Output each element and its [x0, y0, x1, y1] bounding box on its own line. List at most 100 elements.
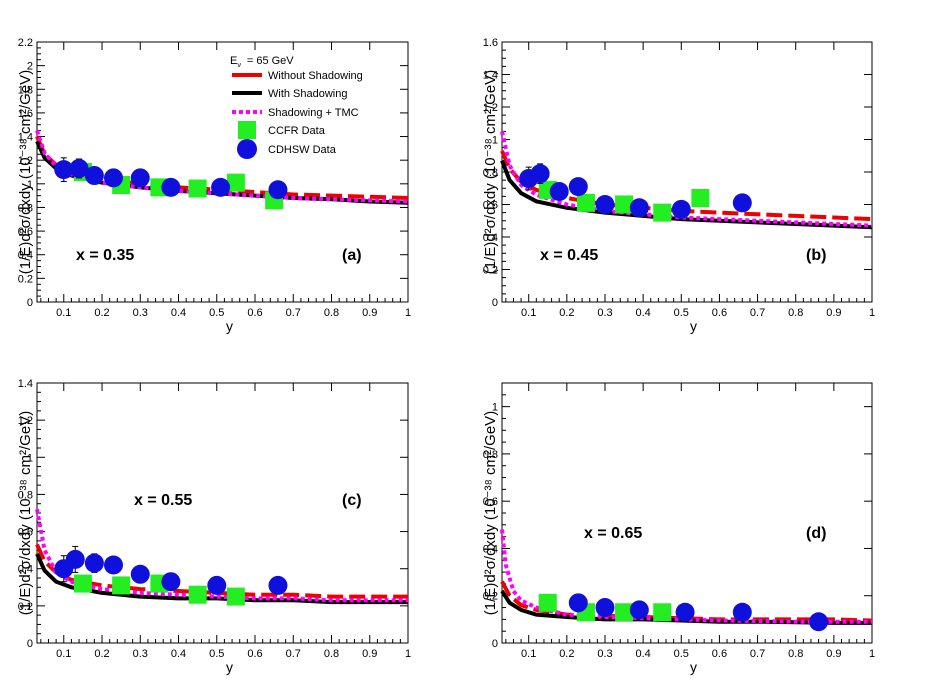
- x-tick-label: 0.9: [362, 648, 377, 660]
- x-tick-label: 1: [405, 307, 411, 319]
- legend-entry-ccfr: CCFR Data: [268, 125, 326, 137]
- panel-label: (b): [806, 247, 826, 264]
- x-tick-label: 0.2: [559, 648, 574, 660]
- x-tick-label: 0.3: [133, 307, 148, 319]
- cdhsw-point: [103, 168, 123, 188]
- cdhsw-point: [568, 593, 588, 613]
- x-tick-label: 0.7: [286, 648, 301, 660]
- cdhsw-point: [161, 177, 181, 197]
- x-tick-label: 0.5: [209, 648, 224, 660]
- cdhsw-point: [568, 177, 588, 197]
- cdhsw-point: [207, 575, 227, 595]
- legend-entry-without-shadowing: Without Shadowing: [268, 70, 363, 82]
- y-tick-label: 0: [492, 638, 498, 650]
- ccfr-point: [615, 195, 634, 214]
- y-tick-label: 1.6: [18, 108, 33, 120]
- panel-c: 0.1 0.2 0.3 0.4 0.5 0.6 0.7 0.8 0.9 1 0 0.2 0.4 0.6 0.…: [17, 378, 411, 675]
- x-tick-label: 0.5: [209, 307, 224, 319]
- x-tick-label: 0.7: [286, 307, 301, 319]
- x-axis-title: y: [226, 659, 233, 675]
- ccfr-point: [226, 587, 245, 606]
- y-tick-label: 0.8: [18, 489, 33, 501]
- cdhsw-point: [629, 600, 649, 620]
- y-axis-title: (1/E)d²σ/dxdy (10⁻³⁸ cm²/GeV): [482, 70, 499, 274]
- cdhsw-point: [549, 182, 569, 201]
- cdhsw-point: [84, 166, 104, 186]
- cdhsw-point: [530, 164, 550, 184]
- y-tick-label: 0.4: [483, 232, 498, 244]
- y-axis-title: (1/E)d²σ/dxdy (10⁻³⁸ cm²/GeV): [17, 70, 34, 274]
- cdhsw-point: [732, 193, 752, 213]
- x-tick-label: 0.1: [56, 648, 71, 660]
- x-tick-label: 1: [405, 648, 411, 660]
- x-tick-label: 0.7: [750, 307, 765, 319]
- panel-label: (d): [806, 525, 826, 542]
- y-tick-label: 2: [27, 61, 33, 73]
- legend-entry-with-shadowing: With Shadowing: [268, 88, 348, 100]
- x-value-label: x = 0.55: [134, 492, 192, 509]
- x-tick-label: 0.8: [788, 648, 803, 660]
- x-tick-label: 0.5: [674, 307, 689, 319]
- x-tick-label: 0.9: [826, 307, 841, 319]
- cdhsw-point: [671, 199, 691, 219]
- panel-b: 0.1 0.2 0.3 0.4 0.5 0.6 0.7 0.8 0.9 1 0 0.2 0.4 0.6 0.…: [482, 37, 875, 334]
- x-tick-label: 0.1: [521, 307, 536, 319]
- y-tick-label: 0.4: [18, 564, 33, 576]
- panel-label: (c): [342, 492, 362, 509]
- cdhsw-point: [595, 195, 615, 214]
- y-tick-label: 0: [492, 297, 498, 309]
- x-tick-label: 0.6: [712, 307, 727, 319]
- x-tick-label: 0.1: [56, 307, 71, 319]
- y-tick-label: 0.8: [483, 449, 498, 461]
- cdhsw-point: [84, 553, 104, 573]
- x-tick-label: 0.4: [171, 648, 186, 660]
- legend-swatch-ccfr: [238, 121, 256, 139]
- panel-a: 0.1 0.2 0.3 0.4 0.5 0.6 0.7 0.8 0.9 1 0 0.2 0.4 0.6 0.…: [17, 37, 411, 334]
- x-tick-label: 0.2: [94, 648, 109, 660]
- y-tick-label: 1: [27, 452, 33, 464]
- legend-energy-label: Eν = 65 GeV: [230, 55, 294, 69]
- y-axis-title: (1/E)d²σ/dxdy (10⁻³⁸ cm²/GeV): [482, 411, 499, 615]
- y-axis-title: (1/E)d²σ/dxdy (10⁻³⁸ cm²/GeV): [17, 411, 34, 615]
- x-tick-label: 0.4: [635, 648, 650, 660]
- legend: Eν = 65 GeV Without Shadowing With Shadow…: [230, 55, 363, 159]
- y-tick-label: 1: [492, 402, 498, 414]
- y-tick-label: 0.4: [483, 543, 498, 555]
- cdhsw-point: [268, 180, 288, 200]
- x-tick-label: 0.9: [362, 307, 377, 319]
- y-tick-label: 1.2: [18, 155, 33, 167]
- cdhsw-point: [130, 564, 150, 584]
- x-axis-title: y: [690, 318, 697, 334]
- x-tick-label: 0.8: [324, 307, 339, 319]
- x-tick-label: 0.2: [559, 307, 574, 319]
- y-tick-label: 1.4: [18, 378, 33, 390]
- ccfr-point: [188, 179, 207, 198]
- x-tick-label: 0.4: [635, 307, 650, 319]
- cdhsw-point: [103, 555, 123, 575]
- y-tick-label: 0.8: [483, 167, 498, 179]
- x-tick-label: 0.7: [750, 648, 765, 660]
- legend-swatch-cdhsw: [237, 139, 257, 159]
- ccfr-point: [112, 576, 131, 595]
- cdhsw-point: [809, 612, 829, 632]
- cdhsw-point: [69, 158, 89, 178]
- y-tick-label: 0.6: [483, 496, 498, 508]
- y-tick-label: 1.6: [483, 37, 498, 49]
- y-tick-label: 0: [27, 297, 33, 309]
- x-tick-label: 0.8: [324, 648, 339, 660]
- legend-entry-shadowing-tmc: Shadowing + TMC: [268, 107, 359, 119]
- x-value-label: x = 0.45: [540, 247, 598, 264]
- x-value-label: x = 0.35: [76, 247, 134, 264]
- x-tick-label: 0.4: [171, 307, 186, 319]
- cdhsw-point: [268, 575, 288, 595]
- ccfr-point: [188, 585, 207, 604]
- y-tick-label: 0.8: [18, 202, 33, 214]
- series-shadowing-tmc: [500, 529, 872, 624]
- y-tick-label: 1: [492, 135, 498, 147]
- y-tick-label: 0.2: [483, 265, 498, 277]
- x-tick-label: 1: [869, 307, 875, 319]
- ccfr-point: [653, 203, 672, 222]
- cdhsw-point: [629, 198, 649, 218]
- y-tick-label: 1.2: [483, 102, 498, 114]
- x-tick-label: 0.9: [826, 648, 841, 660]
